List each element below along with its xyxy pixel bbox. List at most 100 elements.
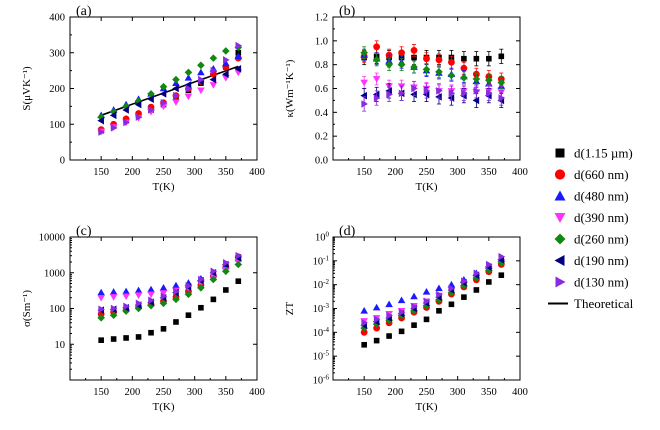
- x-tick-label: 150: [356, 167, 372, 178]
- panel-a-label: (a): [76, 4, 92, 19]
- data-point: [360, 91, 367, 100]
- x-tick-label: 400: [512, 387, 528, 398]
- data-point: [422, 301, 431, 310]
- data-point: [184, 73, 193, 81]
- data-point: [411, 322, 417, 328]
- data-point: [497, 78, 506, 87]
- data-point: [134, 304, 143, 313]
- y-tick-label: 1.2: [315, 13, 328, 24]
- data-point: [110, 336, 117, 342]
- series-5: [360, 83, 505, 108]
- data-point: [460, 64, 468, 72]
- legend-label: d(390 nm): [574, 210, 629, 225]
- panel-d-xlabel: T(K): [416, 401, 438, 413]
- x-tick-label: 200: [124, 167, 140, 178]
- panel-a: 150 200 250 300 350 400 0 100 200 300 400 (a) T(K) S(…: [21, 4, 265, 193]
- data-point: [159, 299, 168, 308]
- data-point: [122, 293, 130, 301]
- data-point: [398, 328, 405, 335]
- data-point: [148, 296, 155, 305]
- x-tick-label: 300: [450, 387, 466, 398]
- data-point: [197, 87, 205, 95]
- data-point: [360, 48, 368, 57]
- data-point: [448, 89, 456, 98]
- series-2: [360, 255, 506, 314]
- data-point: [472, 96, 480, 105]
- data-point: [197, 68, 205, 76]
- data-point: [410, 307, 418, 315]
- data-point: [159, 283, 168, 291]
- x-tick-label: 350: [218, 167, 234, 178]
- data-point: [222, 59, 230, 67]
- data-point: [411, 84, 418, 93]
- panel-b: 150 200 250 300 350 400 0.0 0.2 0.4 0.6 0.8 1.0 1.2 (…: [284, 4, 528, 193]
- series-4: [360, 259, 506, 332]
- data-point: [497, 259, 506, 267]
- data-point: [397, 296, 406, 304]
- legend-item-0: d(1.15 µm): [555, 146, 633, 161]
- data-point: [360, 328, 368, 336]
- data-point: [223, 56, 230, 64]
- data-point: [123, 335, 129, 341]
- data-point: [460, 73, 468, 82]
- data-point: [235, 41, 243, 50]
- data-point: [422, 90, 430, 99]
- series-4: [360, 46, 506, 89]
- data-point: [134, 97, 143, 105]
- data-point: [198, 304, 204, 311]
- y-tick-label: 10-1: [313, 254, 330, 267]
- x-tick-label: 300: [187, 167, 203, 178]
- series-5: [97, 254, 242, 314]
- data-point: [472, 75, 481, 83]
- series-6: [361, 252, 506, 327]
- data-point: [185, 84, 193, 93]
- data-point: [385, 87, 392, 95]
- data-point: [147, 291, 155, 299]
- legend-label: d(480 nm): [574, 189, 629, 204]
- series-1: [360, 261, 505, 336]
- data-point: [210, 296, 217, 303]
- data-point: [398, 49, 405, 57]
- data-point: [397, 60, 406, 69]
- data-point: [97, 116, 104, 125]
- data-point: [372, 320, 381, 328]
- series-0: [361, 272, 505, 348]
- legend-marker: [554, 255, 565, 266]
- data-point: [461, 277, 468, 285]
- data-point: [422, 288, 431, 295]
- data-point: [386, 90, 393, 99]
- data-point: [209, 75, 217, 84]
- x-tick-label: 150: [93, 167, 109, 178]
- series-6: [98, 251, 243, 314]
- y-tick-label: 1000: [44, 268, 65, 279]
- legend-item-4: d(260 nm): [554, 232, 629, 247]
- legend: d(1.15 µm) d(660 nm) d(480 nm) d(390 nm) d(2…: [548, 146, 634, 311]
- data-point: [185, 282, 193, 290]
- data-point: [160, 292, 168, 301]
- data-point: [173, 287, 180, 296]
- data-point: [235, 251, 243, 260]
- data-point: [461, 294, 467, 300]
- data-point: [135, 299, 143, 308]
- data-point: [222, 47, 230, 55]
- data-point: [110, 304, 118, 313]
- data-point: [110, 124, 118, 132]
- x-tick-label: 250: [419, 387, 435, 398]
- data-point: [185, 312, 192, 318]
- x-tick-label: 400: [512, 167, 528, 178]
- data-point: [361, 319, 368, 327]
- data-point: [486, 89, 493, 98]
- x-tick-label: 300: [187, 387, 203, 398]
- x-tick-label: 350: [218, 387, 234, 398]
- x-tick-label: 250: [156, 167, 172, 178]
- series-3: [360, 72, 506, 99]
- y-tick-label: 0: [60, 156, 65, 167]
- data-point: [386, 311, 393, 320]
- data-point: [234, 52, 243, 60]
- data-point: [447, 94, 455, 102]
- data-point: [184, 290, 193, 299]
- legend-label: d(660 nm): [574, 167, 629, 182]
- series-5: [360, 256, 505, 329]
- data-point: [373, 315, 381, 324]
- data-point: [134, 100, 142, 109]
